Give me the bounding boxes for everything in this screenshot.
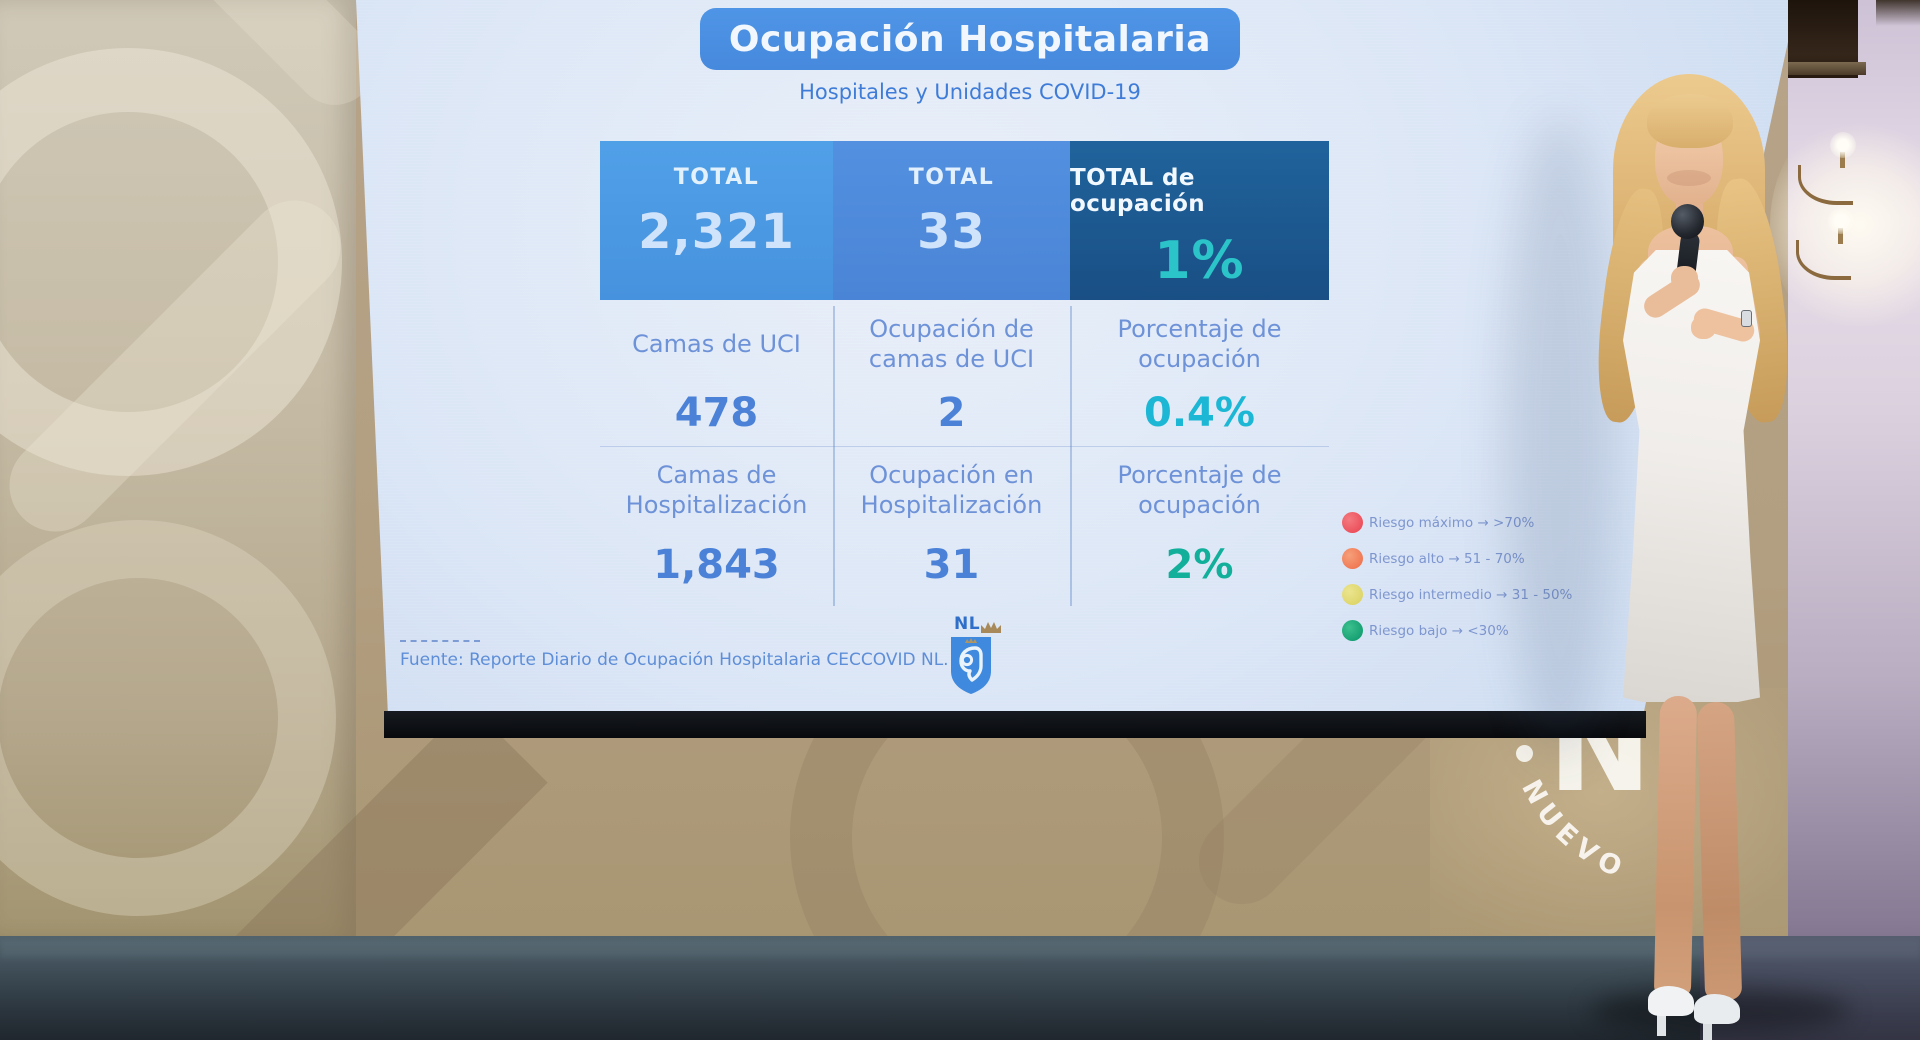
- presenter-hand: [1691, 316, 1716, 339]
- sconce-light: [1830, 132, 1856, 158]
- table-cell-uci-percentage: Porcentaje de ocupación 0.4%: [1070, 306, 1329, 444]
- cell-label: Porcentaje de ocupación: [1117, 315, 1282, 373]
- cell-value: 31: [923, 542, 980, 588]
- legend-item-low-risk: Riesgo bajo → <30%: [1342, 620, 1572, 641]
- sconce-candle: [1840, 152, 1845, 168]
- summary-card-total-beds: TOTAL 2,321: [600, 141, 833, 300]
- table-cell-uci-occupied: Ocupación de camas de UCI 2: [833, 306, 1070, 444]
- card-value: 33: [917, 204, 986, 260]
- left-wall: [0, 0, 392, 940]
- cell-label: Camas de Hospitalización: [625, 461, 808, 519]
- presenter-wall-shadow: [1505, 118, 1615, 758]
- wall-pattern-ring: [0, 520, 336, 916]
- source-note: Fuente: Reporte Diario de Ocupación Hosp…: [400, 650, 949, 670]
- crown-icon: [981, 622, 1002, 633]
- floor-sheen: [0, 940, 1920, 958]
- cell-label: Camas de UCI: [632, 330, 801, 358]
- presenter: [1505, 58, 1835, 1040]
- legend-item-intermediate-risk: Riesgo intermedio → 31 - 50%: [1342, 584, 1572, 605]
- card-label: TOTAL de ocupación: [1070, 165, 1206, 217]
- seal-arc-text: NUEVO: [1515, 775, 1625, 886]
- risk-legend: Riesgo máximo → >70% Riesgo alto → 51 - …: [1342, 512, 1572, 656]
- cell-value: 478: [674, 390, 759, 436]
- presenter-hair-fringe: [1647, 94, 1733, 148]
- table-divider-vertical: [833, 306, 835, 606]
- legend-label: Riesgo alto → 51 - 70%: [1369, 550, 1525, 567]
- cell-value: 0.4%: [1144, 390, 1255, 436]
- cell-label: Porcentaje de ocupación: [1117, 461, 1282, 519]
- sconce-arm: [1798, 165, 1853, 205]
- legend-label: Riesgo bajo → <30%: [1369, 622, 1509, 639]
- cell-label: Ocupación de camas de UCI: [868, 315, 1035, 373]
- table-divider-vertical: [1070, 306, 1072, 606]
- table-cell-uci-beds: Camas de UCI 478: [600, 306, 833, 444]
- legend-label: Riesgo máximo → >70%: [1369, 514, 1535, 531]
- footer-dashed-rule: [400, 640, 480, 642]
- legend-label: Riesgo intermedio → 31 - 50%: [1369, 586, 1573, 603]
- shoe-heel: [1657, 1008, 1666, 1036]
- stage-floor: [0, 936, 1920, 1040]
- cell-value: 2: [937, 390, 966, 436]
- cell-value: 2%: [1165, 542, 1234, 588]
- legend-item-max-risk: Riesgo máximo → >70%: [1342, 512, 1572, 533]
- legend-item-high-risk: Riesgo alto → 51 - 70%: [1342, 548, 1572, 569]
- nl-logo-text: NL: [954, 614, 981, 634]
- nl-state-logo: NL: [948, 614, 1018, 700]
- green-dot-icon: [1342, 620, 1363, 641]
- slide-title-banner: Ocupación Hospitalaria: [700, 8, 1240, 70]
- wood-beam-molding: [1788, 62, 1866, 75]
- presenter-hand: [1671, 266, 1698, 291]
- table-cell-hosp-occupied: Ocupación en Hospitalización 31: [833, 452, 1070, 602]
- slide-title: Ocupación Hospitalaria: [728, 18, 1212, 60]
- presenter-face-shade: [1667, 170, 1711, 186]
- presenter-shoe: [1694, 994, 1740, 1024]
- microphone-icon: [1671, 204, 1704, 239]
- table-divider-horizontal: [600, 446, 1329, 447]
- sconce-candle: [1838, 228, 1843, 244]
- presenter-leg: [1653, 695, 1698, 999]
- shoe-heel: [1703, 1016, 1712, 1040]
- seal-dot: [1516, 745, 1533, 762]
- wristwatch: [1741, 310, 1752, 327]
- shield-lion-icon: [951, 637, 991, 694]
- yellow-dot-icon: [1342, 584, 1363, 605]
- sconce-arm: [1796, 240, 1851, 280]
- presenter-shoe: [1648, 986, 1694, 1016]
- sconce-light: [1828, 208, 1854, 234]
- wood-corner: [1876, 0, 1920, 26]
- card-value: 2,321: [638, 204, 795, 260]
- card-label: TOTAL: [673, 165, 760, 190]
- orange-dot-icon: [1342, 548, 1363, 569]
- summary-card-total-occupancy: TOTAL de ocupación 1%: [1070, 141, 1329, 300]
- screen-bottom-edge: [384, 711, 1646, 738]
- table-cell-hosp-beds: Camas de Hospitalización 1,843: [600, 452, 833, 602]
- slide-subtitle: Hospitales y Unidades COVID-19: [799, 80, 1141, 104]
- presenter-leg: [1696, 701, 1743, 1001]
- table-cell-hosp-percentage: Porcentaje de ocupación 2%: [1070, 452, 1329, 602]
- nl-logo-wordmark: NL: [954, 614, 1018, 634]
- card-label: TOTAL: [908, 165, 995, 190]
- red-dot-icon: [1342, 512, 1363, 533]
- summary-card-total-occupied: TOTAL 33: [833, 141, 1070, 300]
- cell-value: 1,843: [653, 542, 780, 588]
- cell-label: Ocupación en Hospitalización: [860, 461, 1043, 519]
- card-value: 1%: [1154, 231, 1245, 291]
